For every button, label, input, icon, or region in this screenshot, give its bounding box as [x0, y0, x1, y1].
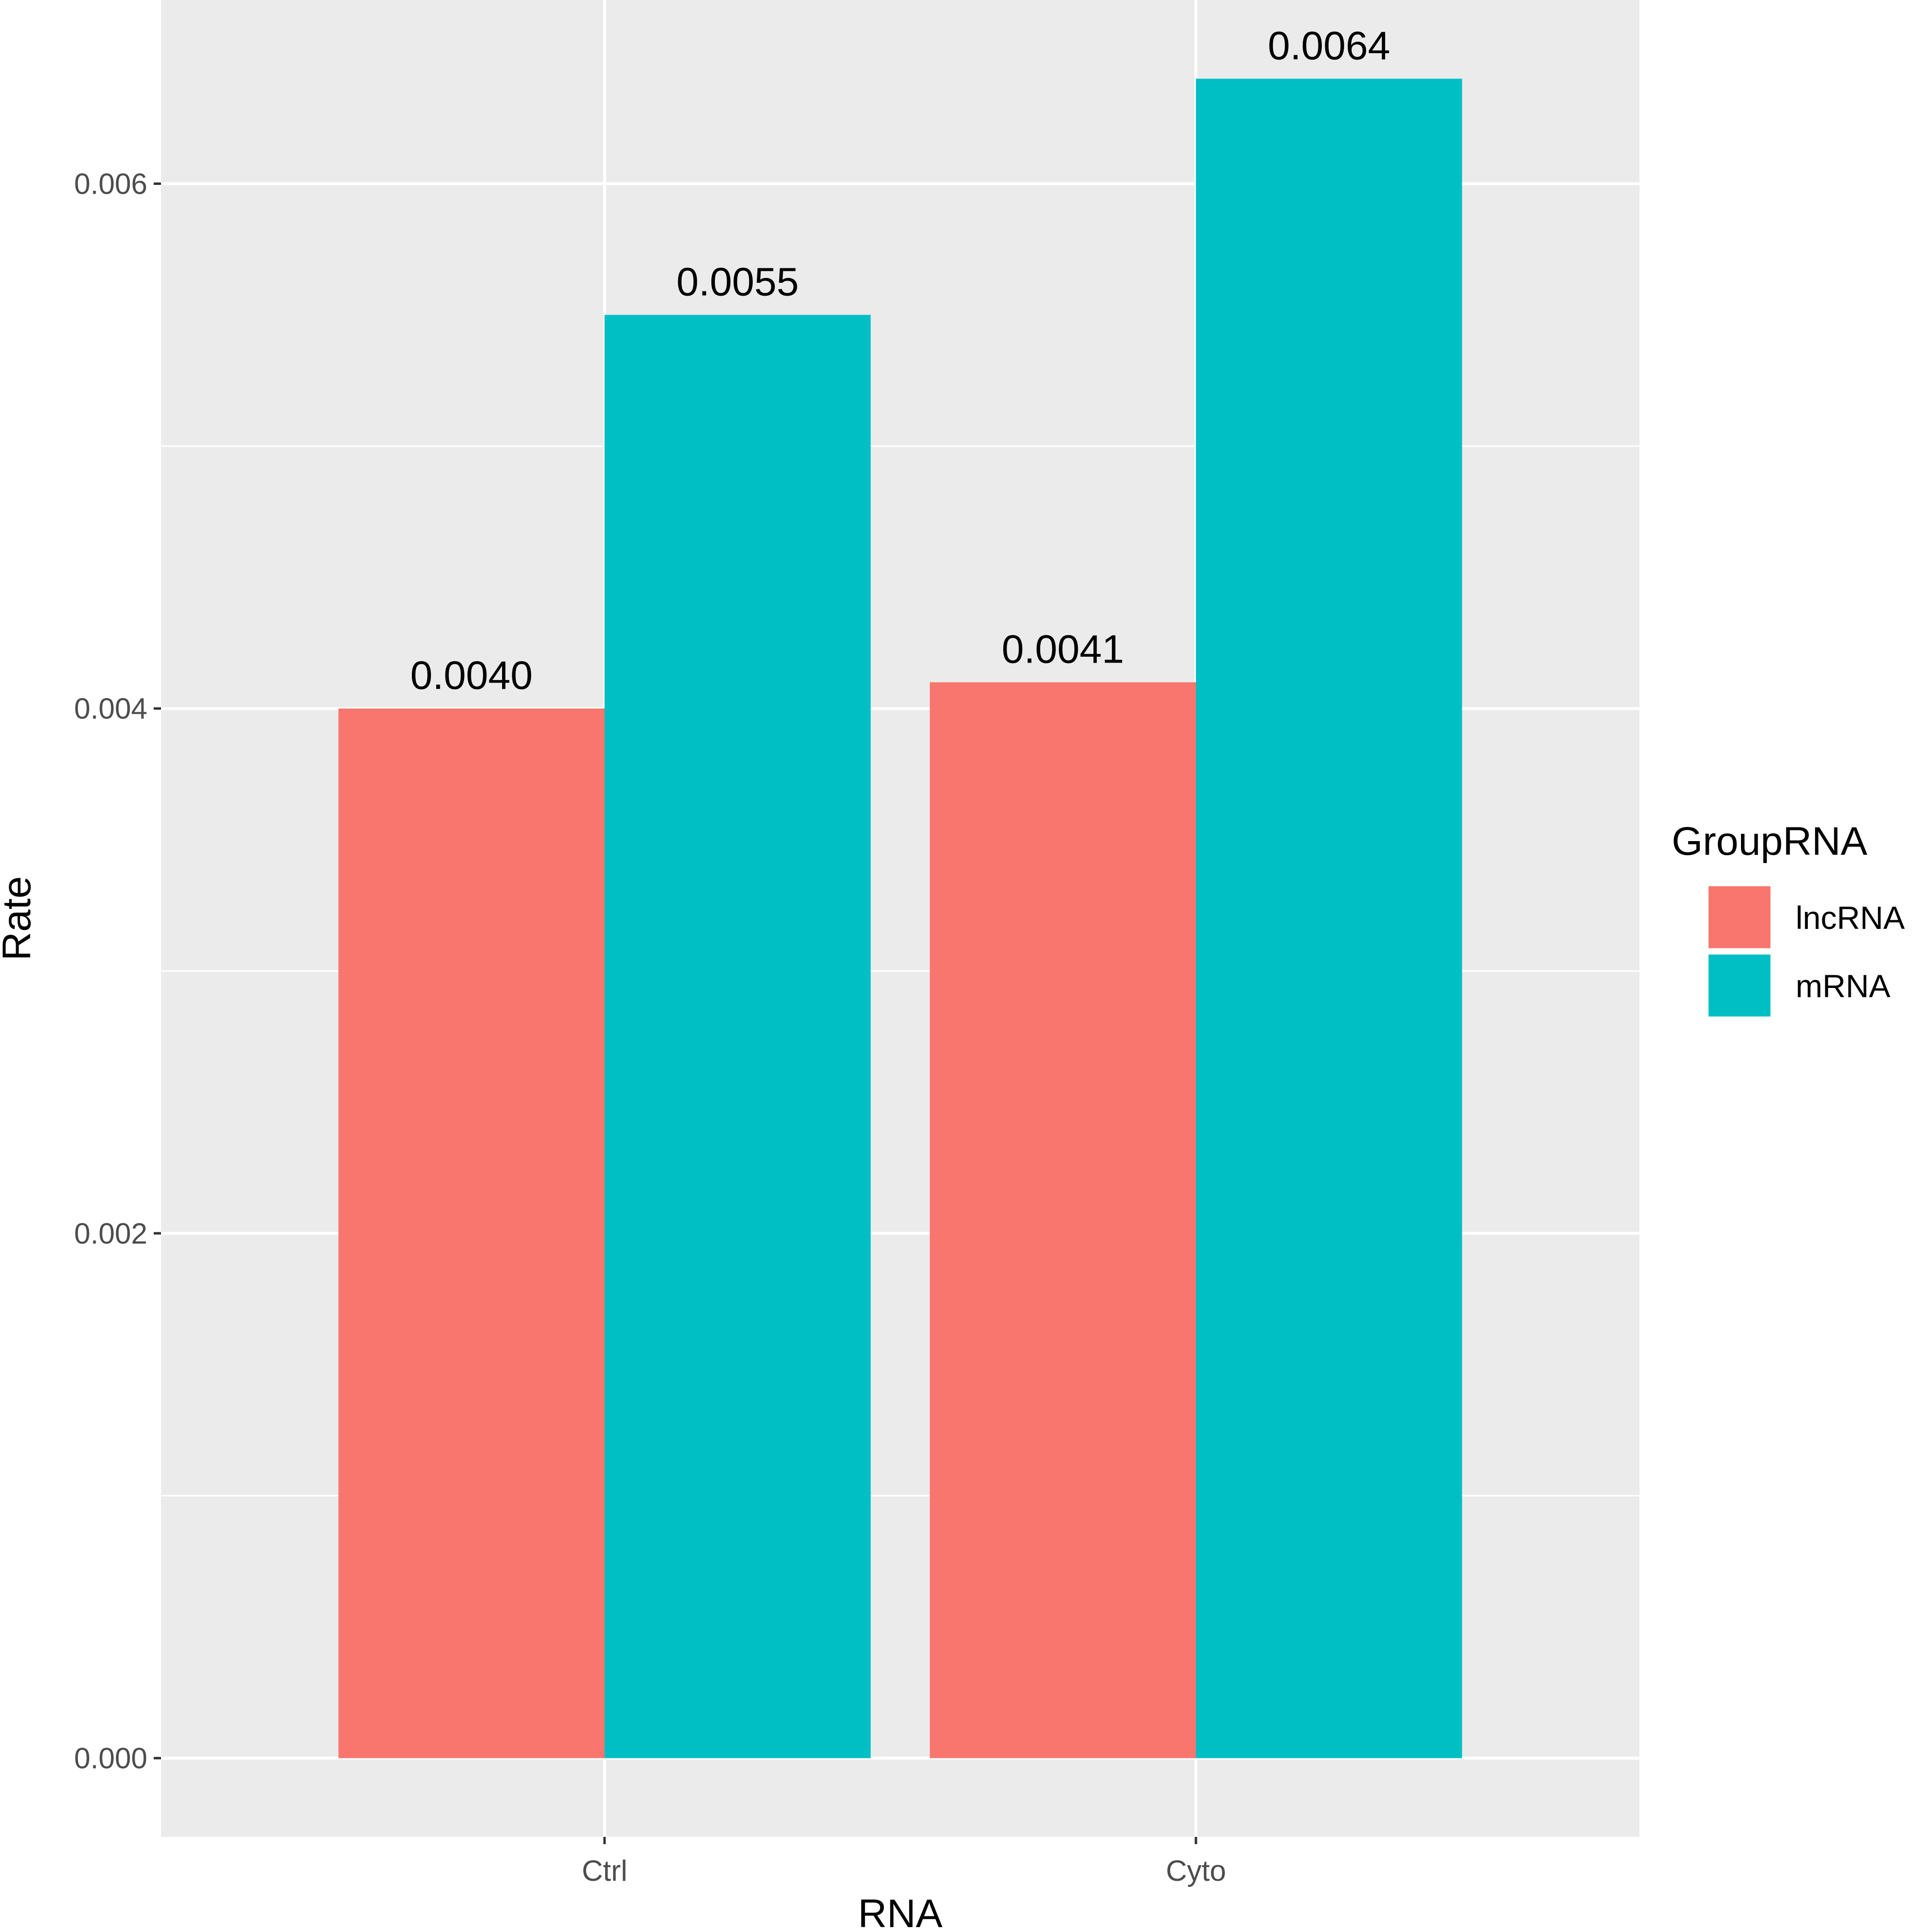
legend-title: GroupRNA — [1672, 819, 1867, 864]
legend: GroupRNA lncRNA mRNA — [1672, 819, 1905, 1018]
bar-value-label: 0.0040 — [410, 653, 533, 698]
bar-value-labels: 0.0040 0.0055 0.0041 0.0064 — [410, 23, 1390, 698]
bars — [338, 79, 1462, 1758]
y-tick-label: 0.002 — [74, 1217, 147, 1250]
legend-key-mRNA — [1707, 953, 1772, 1018]
y-tick-label: 0.004 — [74, 692, 147, 725]
y-axis: 0.000 0.002 0.004 0.006 — [74, 168, 161, 1775]
bar-mRNA-Ctrl — [605, 315, 871, 1758]
x-axis: Ctrl Cyto — [582, 1837, 1226, 1887]
y-axis-title: Rate — [0, 876, 39, 961]
x-tick-label: Cyto — [1166, 1854, 1226, 1887]
legend-key-lncRNA — [1707, 885, 1772, 950]
bar-lncRNA-Ctrl — [338, 708, 605, 1758]
x-tick-label: Ctrl — [582, 1854, 627, 1887]
y-tick-label: 0.000 — [74, 1742, 147, 1775]
bar-value-label: 0.0055 — [676, 260, 799, 304]
y-tick-label: 0.006 — [74, 168, 147, 201]
legend-label-mRNA: mRNA — [1796, 968, 1890, 1004]
legend-label-lncRNA: lncRNA — [1796, 900, 1905, 936]
x-axis-title: RNA — [858, 1892, 942, 1932]
bar-value-label: 0.0064 — [1268, 23, 1390, 68]
bar-mRNA-Cyto — [1196, 79, 1462, 1758]
bar-value-label: 0.0041 — [1002, 627, 1124, 671]
bar-lncRNA-Cyto — [930, 682, 1196, 1758]
